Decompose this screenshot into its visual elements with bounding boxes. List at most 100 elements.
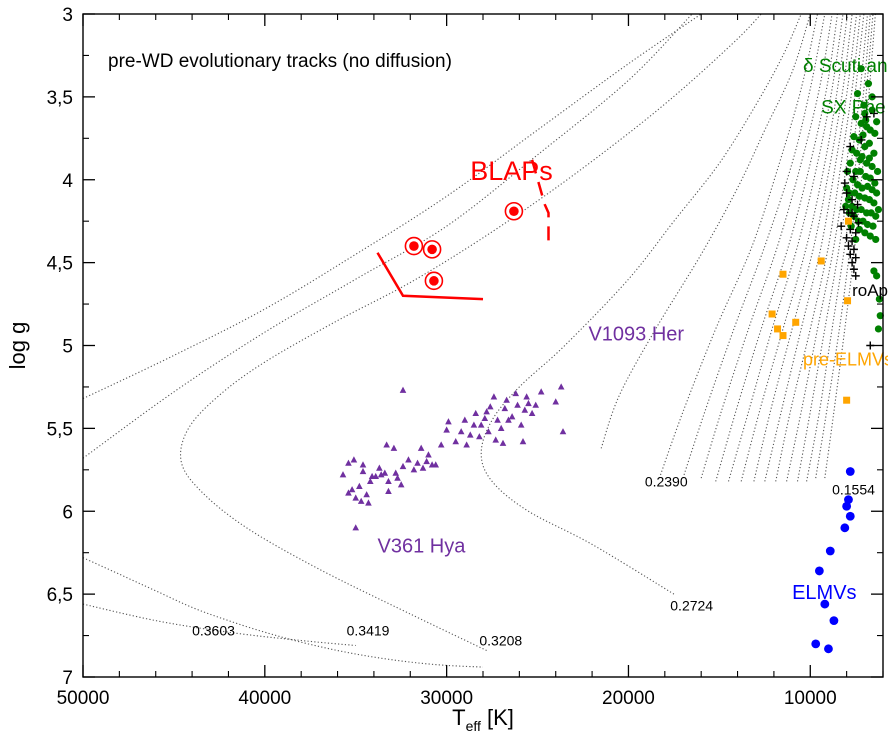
x-axis-title-main: T [452,705,465,730]
y-tick-label: 4,5 [47,254,73,275]
track-mass-label: 0.3603 [192,623,235,639]
roap-point [848,258,857,267]
pre-elmvs-point [779,332,787,340]
elmvs-point [814,566,824,576]
track-mass-label: 0.2724 [670,598,713,614]
group-label-roap: roAp [852,281,888,300]
roap-point [849,265,858,274]
v1093-her-point [486,403,494,410]
v1093-her-point [505,416,512,423]
elmvs-point [845,467,855,476]
v1093-her-point [483,408,490,415]
track-mass-label: 0.2390 [645,473,688,489]
v361-hya-point [359,461,367,468]
v361-hya-point [414,459,421,466]
boundary-layer [376,159,550,301]
v1093-her-point [445,418,452,425]
v1093-her-point [399,386,407,393]
v1093-her-point [559,428,567,435]
v1093-her-point [523,393,530,400]
y-tick-label: 7 [62,668,73,689]
scuti-and-sx-phe-point [866,232,874,240]
scuti-and-sx-phe-point [856,156,864,164]
v361-hya-point [345,489,352,496]
scuti-and-sx-phe-point [870,267,878,275]
v361-hya-point [385,487,392,494]
elmvs-point [811,639,821,649]
v361-hya-point [437,441,445,448]
v361-hya-point [399,462,407,470]
blaps-point [422,240,442,259]
v1093-her-point [557,383,565,390]
evolutionary-track [83,14,693,459]
v1093-her-point [497,424,505,431]
y-axis-title: log g [5,322,30,370]
x-tick-label: 40000 [238,688,291,709]
v361-hya-point [376,464,383,471]
roap-point [848,208,857,217]
roap-point [844,242,853,251]
scuti-and-sx-phe-point [872,212,880,220]
v361-hya-point [392,469,400,476]
scuti-and-sx-phe-point [864,80,873,88]
v361-hya-point [357,497,365,504]
group-label-blap: BLAPs [470,156,553,186]
y-tick-label: 3,5 [47,88,73,109]
elmvs-point [824,644,833,654]
v1093-her-point [490,393,498,400]
evolutionary-track [83,557,484,668]
scuti-and-sx-phe-point [855,225,863,234]
evolutionary-track [83,14,702,399]
track-mass-label: 0.3208 [479,633,522,649]
group-label-v361: V361 Hya [378,536,467,558]
evolutionary-track [600,14,811,449]
group-label-ds2: SX Phe [821,97,885,118]
scuti-and-sx-phe-point [873,118,881,126]
v361-hya-point [352,524,360,531]
evolutionary-track [796,14,869,482]
x-tick-label: 10000 [784,688,837,709]
v1093-her-point [528,409,536,417]
scuti-and-sx-phe-point [859,131,867,139]
v361-hya-point [385,477,392,485]
evolutionary-track [480,14,802,595]
v1093-her-point [457,428,465,435]
pre-elmvs-point [779,270,787,278]
v361-hya-point [352,494,360,501]
scuti-and-sx-phe-point [865,154,873,162]
scuti-and-sx-phe-point [874,325,883,333]
v1093-her-point [470,421,478,428]
v1093-her-point [508,413,516,420]
evolutionary-track [740,14,849,482]
blap-boundary-dashed [530,159,550,250]
pre-elmvs-point [844,297,852,305]
v361-hya-point [417,444,425,451]
y-tick-label: 3 [62,5,73,26]
roap-point [853,200,862,209]
scuti-and-sx-phe-point [871,179,879,187]
roap-point [848,237,857,246]
scuti-and-sx-phe-point [860,101,868,109]
group-label-preelmv: pre-ELMVs [803,349,888,369]
x-axis-title-unit: [K] [481,705,514,730]
v1093-her-point [501,404,509,412]
roap-point [839,205,848,214]
v1093-her-point [503,396,510,403]
v361-hya-point [359,467,367,475]
v361-hya-point [432,461,440,468]
v1093-her-point [472,409,480,417]
roap-point [842,233,851,242]
x-tick-label: 30000 [420,688,473,709]
blaps-point [404,236,424,256]
pre-elmvs-point [817,257,825,265]
scuti-and-sx-phe-point [855,192,863,200]
evolutionary-track [83,603,356,647]
track-mass-label: 0.1554 [832,482,875,498]
v1093-her-point [461,416,469,423]
v361-hya-point [339,471,347,478]
v1093-her-point [537,388,545,395]
v1093-her-point [494,416,501,423]
elmvs-point [820,599,830,609]
v361-hya-point [377,471,385,478]
